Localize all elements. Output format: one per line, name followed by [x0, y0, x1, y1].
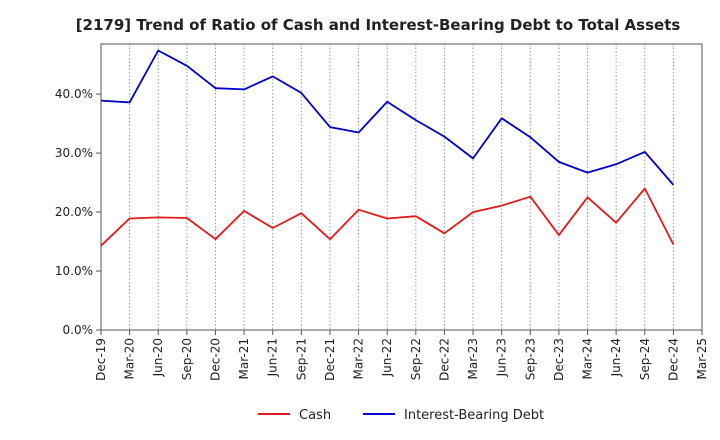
x-tick-label: Sep-24: [638, 338, 652, 380]
legend-label-interest-bearing-debt: Interest-Bearing Debt: [404, 408, 544, 423]
legend: Cash Interest-Bearing Debt: [258, 408, 544, 423]
plot-frame: [100, 43, 703, 331]
legend-label-cash: Cash: [299, 408, 331, 423]
x-tick-label: Mar-25: [695, 338, 709, 379]
x-tick-label: Jun-21: [266, 338, 280, 377]
y-tick-label: 30.0%: [55, 146, 93, 160]
x-tick-label: Sep-21: [294, 338, 308, 380]
grid: [129, 44, 674, 330]
x-tick-label: Mar-24: [581, 338, 595, 379]
x-tick-label: Jun-22: [380, 338, 394, 377]
series-line-interest-bearing-debt: [100, 49, 675, 186]
x-tick-label: Jun-20: [151, 338, 165, 377]
x-tick-label: Jun-23: [495, 338, 509, 377]
x-tick-label: Dec-21: [323, 338, 337, 381]
axes: 0.0% 10.0% 20.0% 30.0% 40.0% Dec-19 Mar-20 Jun-…: [55, 43, 709, 381]
x-tick-label: Mar-23: [466, 338, 480, 379]
x-tick-label: Mar-22: [352, 338, 366, 379]
chart-title: [2179] Trend of Ratio of Cash and Intere…: [76, 16, 681, 34]
x-tick-label: Dec-19: [94, 338, 108, 381]
y-tick-label: 20.0%: [55, 205, 93, 219]
y-tick-label: 10.0%: [55, 264, 93, 278]
x-tick-label: Mar-20: [123, 338, 137, 379]
series: [100, 49, 675, 247]
x-tick-label: Sep-20: [180, 338, 194, 380]
x-tick-label: Dec-20: [208, 338, 222, 381]
x-tick-label: Jun-24: [609, 338, 623, 377]
y-tick-label: 0.0%: [63, 323, 94, 337]
y-tick-label: 40.0%: [55, 87, 93, 101]
series-line-cash: [100, 187, 675, 247]
x-tick-label: Dec-24: [666, 338, 680, 381]
x-tick-label: Mar-21: [237, 338, 251, 379]
x-tick-label: Sep-23: [523, 338, 537, 380]
x-tick-label: Dec-23: [552, 338, 566, 381]
x-tick-label: Sep-22: [409, 338, 423, 380]
x-tick-label: Dec-22: [437, 338, 451, 381]
